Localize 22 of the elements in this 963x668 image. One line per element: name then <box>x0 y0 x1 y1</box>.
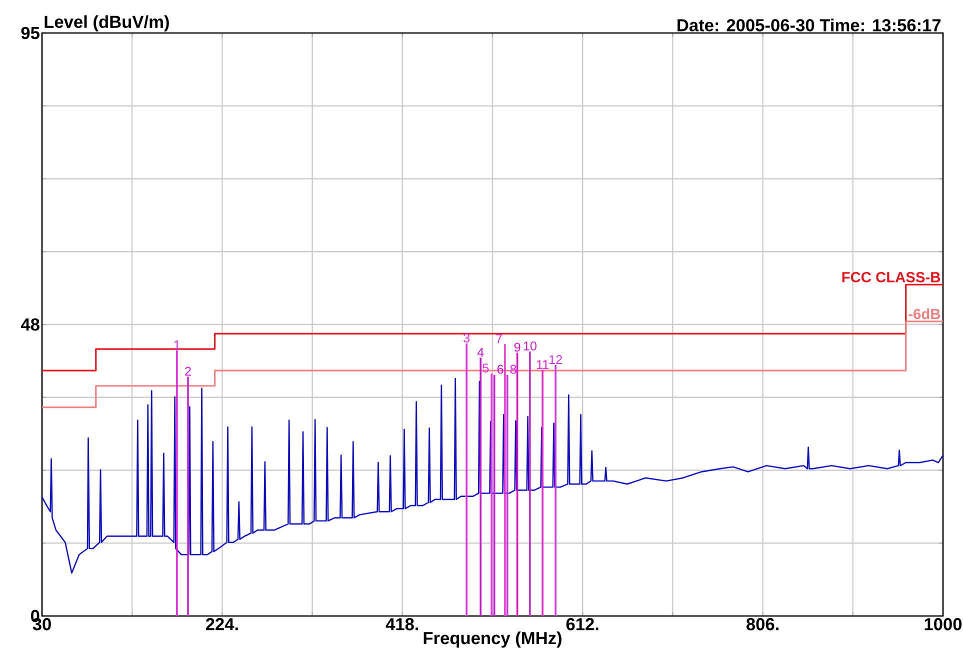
y-axis-title: Level (dBuV/m) <box>44 15 169 32</box>
series-label: 10 <box>524 341 536 350</box>
series-label: 6 <box>497 364 504 374</box>
series-label: 9 <box>514 342 520 352</box>
y-tick-label: 95 <box>21 26 40 40</box>
series-label: 7 <box>496 334 502 344</box>
y-tick-label: 48 <box>20 318 40 331</box>
series-label: 4 <box>477 348 484 357</box>
series-label: 2 <box>185 366 191 376</box>
x-tick-label: 612. <box>566 618 598 630</box>
x-axis-title: Frequency (MHz) <box>424 631 562 648</box>
x-tick-label: 418. <box>386 618 418 630</box>
series-label: 3 <box>464 333 470 342</box>
series-label: -6dB <box>908 308 940 320</box>
series-label: 12 <box>549 355 562 364</box>
text: Date: 2005-06-30 Time: 13:56:17 <box>678 18 941 32</box>
series-label: 1 <box>174 340 180 350</box>
x-tick-label: 1000 <box>924 618 962 630</box>
series-label: 11 <box>536 360 549 369</box>
series-label: FCC CLASS-B <box>842 272 940 282</box>
x-tick-label: 806. <box>746 618 778 630</box>
x-tick-label: 224. <box>206 618 238 630</box>
